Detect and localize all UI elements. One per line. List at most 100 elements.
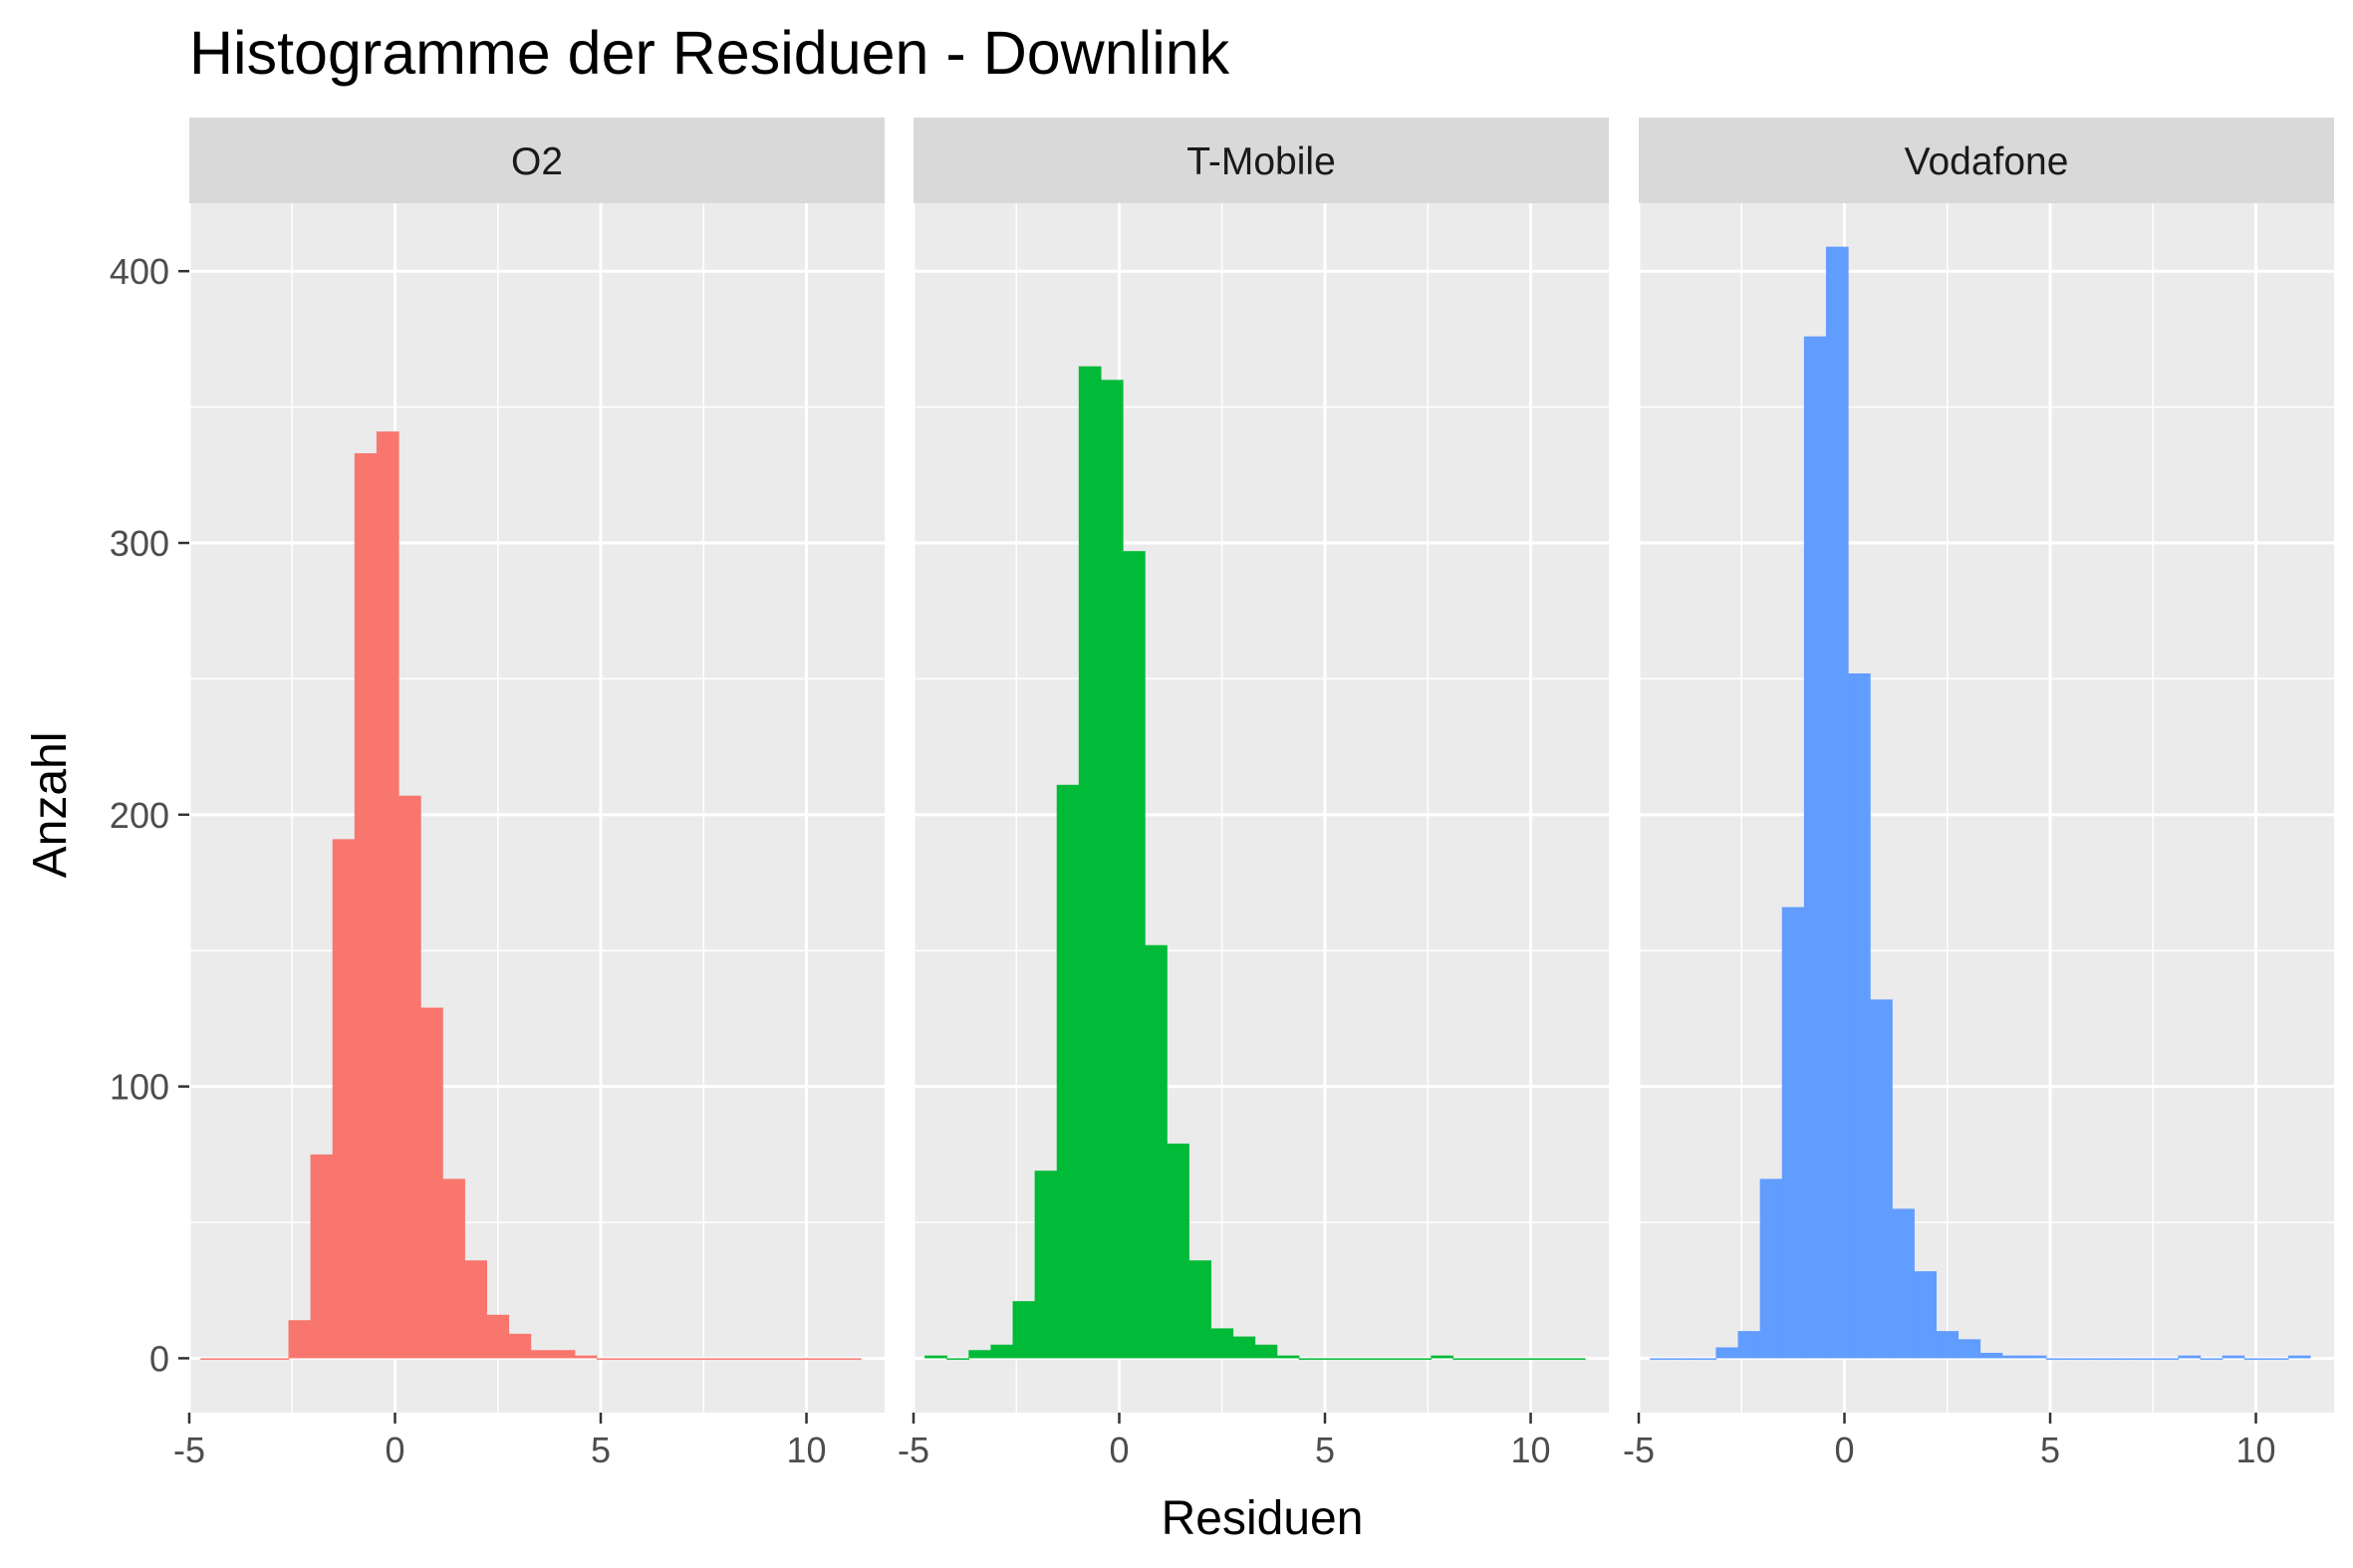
histogram-bar <box>968 1350 992 1359</box>
histogram-bar <box>838 1358 862 1360</box>
histogram-bar <box>684 1358 707 1360</box>
histogram-bar <box>1167 1143 1189 1359</box>
chart-title: Histogramme der Residuen - Downlink <box>189 19 1230 87</box>
histogram-bar <box>2243 1358 2267 1360</box>
histogram-bar <box>1979 1352 2003 1359</box>
histogram-bar <box>1188 1260 1212 1359</box>
histogram-bar <box>1387 1358 1410 1360</box>
histogram-bar <box>641 1358 663 1360</box>
histogram-bar <box>1672 1358 1695 1360</box>
histogram-bar <box>1650 1358 1673 1360</box>
histogram-bar <box>1452 1358 1476 1360</box>
histogram-bar <box>2265 1358 2289 1360</box>
facet-strip <box>914 118 1609 203</box>
histogram-bar <box>2134 1358 2157 1360</box>
histogram-bar <box>1892 1208 1915 1359</box>
x-tick-label: 0 <box>1109 1430 1129 1470</box>
histogram-bar <box>222 1358 245 1360</box>
histogram-bar <box>1276 1355 1300 1359</box>
panel-vodafone: Vodafone -5 0 5 10 <box>1623 118 2334 1470</box>
histogram-bar <box>946 1358 969 1360</box>
histogram-bar <box>1540 1358 1564 1360</box>
histogram-bar <box>1715 1347 1739 1359</box>
histogram-bar <box>1848 672 1871 1359</box>
x-tick-label: 0 <box>1834 1430 1854 1470</box>
histogram-bar <box>1431 1355 1454 1359</box>
x-tick-label: 10 <box>1511 1430 1551 1470</box>
histogram-bar <box>2023 1355 2047 1359</box>
histogram-bar <box>508 1333 532 1359</box>
y-tick-label: 400 <box>110 251 169 292</box>
histogram-bar <box>398 795 421 1359</box>
histogram-bar <box>924 1355 947 1359</box>
histogram-bar <box>1232 1336 1256 1359</box>
histogram-bar <box>2287 1355 2311 1359</box>
x-tick-label: 10 <box>2236 1430 2276 1470</box>
histogram-bar <box>1936 1331 1960 1359</box>
histogram-bar <box>1562 1358 1586 1360</box>
histogram-bar <box>662 1358 685 1360</box>
y-axis: 0 100 200 300 400 <box>110 251 189 1379</box>
histogram-bar <box>310 1154 334 1359</box>
x-tick-label: -5 <box>173 1430 205 1470</box>
y-tick-label: 300 <box>110 523 169 564</box>
histogram-bar <box>332 839 356 1359</box>
histogram-bar <box>772 1358 796 1360</box>
histogram-bar <box>1737 1331 1761 1359</box>
histogram-bar <box>2178 1355 2202 1359</box>
histogram-bar <box>816 1358 840 1360</box>
histogram-bar <box>200 1358 223 1360</box>
y-tick-label: 100 <box>110 1067 169 1108</box>
x-axis-title: Residuen <box>1162 1492 1364 1545</box>
histogram-bar <box>750 1358 774 1360</box>
histogram-bar <box>1145 944 1168 1359</box>
histogram-bar <box>1914 1271 1938 1359</box>
histogram-bar <box>244 1358 268 1360</box>
histogram-bar <box>1958 1339 1981 1359</box>
histogram-bar <box>1254 1344 1278 1359</box>
histogram-bar <box>376 431 399 1359</box>
histogram-bar <box>1100 380 1124 1359</box>
x-tick-label: 5 <box>2040 1430 2060 1470</box>
histogram-bar <box>1056 784 1080 1359</box>
histogram-bar <box>1365 1358 1388 1360</box>
histogram-bar <box>1825 246 1849 1359</box>
histogram-bar <box>794 1358 818 1360</box>
histogram-bar <box>990 1344 1014 1359</box>
histogram-bar <box>574 1355 598 1359</box>
x-tick-label: 5 <box>1315 1430 1335 1470</box>
histogram-bar <box>2067 1358 2091 1360</box>
x-tick-label: 5 <box>591 1430 611 1470</box>
histogram-bar <box>486 1314 510 1359</box>
panel-t-mobile: T-Mobile -5 0 5 10 <box>898 118 1609 1470</box>
histogram-bar <box>1342 1358 1366 1360</box>
facet-strip-label: T-Mobile <box>1186 140 1336 183</box>
x-tick-label: 0 <box>385 1430 404 1470</box>
histogram-bar <box>2001 1355 2025 1359</box>
x-tick-label: -5 <box>1623 1430 1655 1470</box>
histogram-bar <box>1803 336 1827 1359</box>
histogram-bar <box>2222 1355 2245 1359</box>
panel-background <box>189 203 885 1413</box>
facet-strip-label: O2 <box>511 140 563 183</box>
histogram-bar <box>1012 1301 1036 1359</box>
y-tick-label: 200 <box>110 795 169 836</box>
histogram-bar <box>1694 1358 1717 1360</box>
y-axis-title: Anzahl <box>24 732 77 879</box>
histogram-bar <box>354 452 378 1359</box>
facet-strip-label: Vodafone <box>1905 140 2069 183</box>
histogram-bar <box>1496 1358 1520 1360</box>
panels: O2 -5 0 5 10 T-Mobile -5 0 5 10 Vodafone -5 0 5 10 <box>173 118 2334 1470</box>
panel-background <box>914 203 1609 1413</box>
histogram-bar <box>1759 1178 1783 1359</box>
x-tick-label: 10 <box>787 1430 827 1470</box>
histogram-bar <box>530 1350 554 1359</box>
x-tick-label: -5 <box>898 1430 929 1470</box>
histogram-bar <box>706 1358 730 1360</box>
y-tick-label: 0 <box>149 1338 169 1379</box>
facet-strip <box>1639 118 2334 203</box>
histogram-bar <box>1298 1358 1322 1360</box>
histogram-bar <box>596 1358 620 1360</box>
histogram-bar <box>1210 1328 1234 1359</box>
